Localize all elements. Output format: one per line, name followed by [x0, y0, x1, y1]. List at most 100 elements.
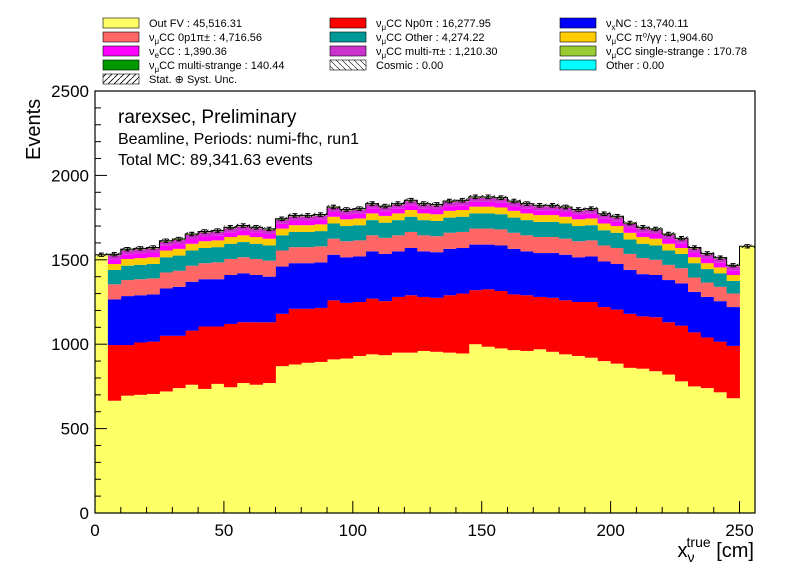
bar--cc-0p1--bin-37	[571, 241, 586, 258]
legend-swatch-6	[102, 45, 140, 57]
bar--cc-np0--bin-16	[301, 308, 315, 363]
histogram-bars	[95, 196, 756, 514]
bar--xnc-bin-11	[236, 273, 251, 323]
bar-out-fv-bin-35	[546, 351, 560, 513]
bar--cc-np0--bin-45	[675, 325, 689, 382]
bar--cc-np0--bin-30	[481, 289, 496, 347]
bar--cc-other-bin-19	[339, 226, 354, 242]
bar--cc-0p1--bin-1	[107, 284, 122, 300]
bar--ecc-bin-28	[455, 205, 470, 211]
bar--cc-0p1--bin-3	[133, 279, 147, 296]
bar--cc-0p1--bin-19	[339, 241, 354, 258]
bar--cc-multi--bin-33	[520, 204, 534, 209]
bar--ecc-bin-8	[198, 236, 212, 242]
bar--cc-0p1--bin-43	[649, 259, 663, 275]
bar--ecc-bin-12	[249, 232, 263, 238]
bar--cc-0p1--bin-35	[546, 237, 560, 254]
bar--cc-np0--bin-24	[404, 295, 418, 353]
legend-label-10: Cosmic : 0.00	[376, 60, 443, 72]
bar--cc-np0--bin-25	[417, 296, 431, 351]
bar--cc-0p1--bin-29	[468, 228, 483, 245]
bar--cc-np0--bin-33	[520, 295, 534, 351]
bar--cc-other-bin-8	[198, 247, 212, 264]
bar--cc-np0--bin-22	[378, 301, 392, 356]
bar--cc-np0--bin-39	[597, 307, 612, 362]
bar--cc--bin-30	[481, 206, 496, 214]
bar--cc-other-bin-39	[597, 230, 612, 246]
bar--ecc-bin-46	[687, 252, 702, 258]
bar--ecc-bin-32	[507, 206, 521, 211]
bar--cc-multi--bin-31	[494, 198, 508, 203]
bar--cc--bin-43	[649, 238, 663, 246]
bar--cc-other-bin-34	[533, 221, 547, 238]
bar-out-fv-bin-45	[675, 381, 689, 513]
y-tick-label-2000: 2000	[51, 166, 89, 185]
bar--cc-other-bin-49	[726, 280, 740, 294]
bar--cc-other-bin-28	[455, 216, 470, 232]
bar--cc-other-bin-37	[571, 226, 586, 242]
legend-swatch-9	[102, 59, 140, 71]
bar--cc--bin-3	[133, 258, 147, 265]
legend-swatch-3	[102, 31, 140, 43]
annotation-line1: rarexsec, Preliminary	[118, 107, 297, 128]
bar--xnc-bin-36	[559, 254, 573, 301]
bar--cc-multi--bin-26	[430, 205, 444, 210]
bar--cc-other-bin-7	[185, 250, 199, 266]
bar--cc-0p1--bin-11	[236, 257, 251, 274]
bar--xnc-bin-12	[249, 274, 263, 323]
bar-out-fv-bin-5	[159, 391, 173, 513]
bar--ecc-bin-4	[146, 252, 160, 258]
bar-out-fv-bin-23	[391, 352, 405, 513]
bar--cc-other-bin-2	[120, 265, 135, 281]
bar--cc-0p1--bin-31	[494, 229, 508, 246]
bar--cc--bin-24	[404, 210, 418, 217]
bar--ecc-bin-23	[391, 208, 405, 214]
bar--ecc-bin-35	[546, 210, 560, 216]
legend: Out FV : 45,516.31 νμCC Np0π : 16,277.95 ν…	[102, 17, 747, 86]
bar--cc--bin-39	[597, 223, 612, 231]
bar--cc-other-bin-38	[584, 225, 599, 241]
legend-label-5: νμCC π⁰/γγ : 1,904.60	[606, 32, 713, 46]
bar--xnc-bin-5	[159, 288, 173, 336]
bar-out-fv-bin-17	[314, 361, 328, 513]
bar--cc-multi--bin-6	[172, 240, 186, 245]
bar--cc-other-bin-6	[172, 255, 186, 271]
bar--cc-multi--bin-1	[107, 255, 122, 260]
bar--ecc-bin-26	[430, 209, 444, 215]
bar-out-fv-bin-27	[443, 352, 457, 513]
y-tick-label-2500: 2500	[51, 82, 89, 101]
bar--cc--bin-12	[249, 237, 263, 244]
bar--cc--bin-37	[571, 219, 586, 227]
bar--cc--bin-21	[365, 213, 379, 221]
bar--xnc-bin-6	[172, 286, 186, 336]
bar--cc-0p1--bin-15	[288, 247, 302, 264]
bar-out-fv-bin-39	[597, 361, 612, 513]
bar--cc-np0--bin-10	[223, 323, 238, 388]
bar-out-fv-bin-36	[559, 354, 573, 513]
bar-out-fv-bin-43	[649, 371, 663, 513]
bar--ecc-bin-16	[301, 220, 315, 226]
bar--xnc-bin-35	[546, 253, 560, 298]
bar--cc-other-bin-5	[159, 257, 173, 273]
bar--cc-np0--bin-6	[172, 335, 186, 389]
legend-label-3: νμCC 0p1π± : 4,716.56	[149, 32, 262, 46]
bar--cc-other-bin-15	[288, 231, 302, 248]
bar--cc-multi--bin-2	[120, 250, 135, 255]
bar--cc-other-bin-30	[481, 213, 496, 229]
bar--xnc-bin-1	[107, 299, 122, 346]
bar--cc--bin-38	[584, 218, 599, 226]
bar--ecc-bin-5	[159, 245, 173, 251]
legend-swatch-10	[329, 59, 367, 71]
bar--cc--bin-16	[301, 225, 315, 232]
bar--ecc-bin-22	[378, 211, 392, 216]
bar--cc-np0--bin-32	[507, 294, 521, 351]
bar--cc-other-bin-11	[236, 242, 251, 258]
bar--cc--bin-32	[507, 210, 521, 218]
bar-out-fv-bin-41	[623, 367, 637, 513]
bar--cc-0p1--bin-10	[223, 258, 238, 275]
bar--ecc-bin-19	[339, 214, 354, 220]
bar--cc-multi--bin-10	[223, 228, 238, 233]
bar--cc-np0--bin-28	[455, 293, 470, 354]
bar--ecc-bin-48	[713, 262, 728, 268]
bar--cc-0p1--bin-5	[159, 272, 173, 289]
